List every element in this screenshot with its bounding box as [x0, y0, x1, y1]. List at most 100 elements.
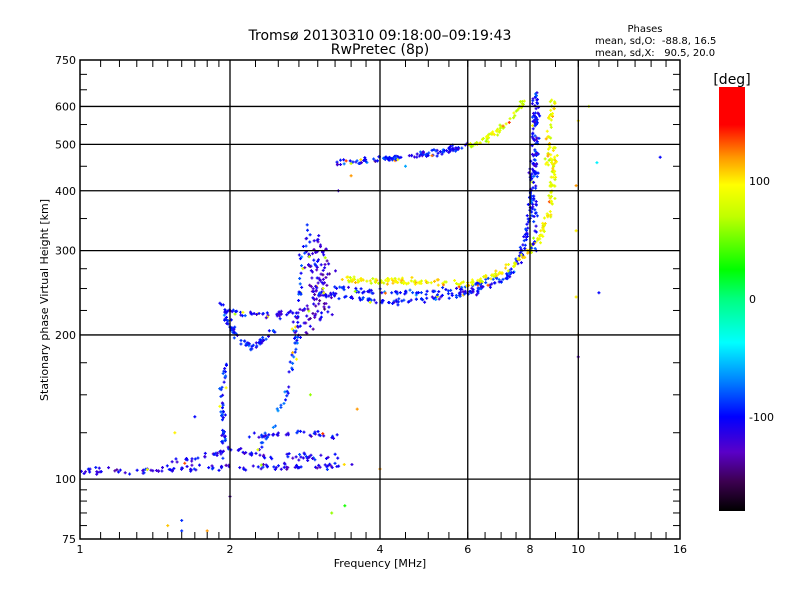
data-point — [506, 263, 510, 267]
data-point — [534, 211, 538, 215]
data-point — [313, 293, 317, 297]
data-point — [549, 199, 553, 203]
data-point — [197, 463, 201, 467]
data-point — [497, 130, 501, 134]
data-point — [263, 431, 267, 435]
data-point — [222, 313, 226, 317]
data-point — [332, 436, 336, 440]
data-point — [285, 313, 289, 317]
data-point — [476, 287, 480, 291]
data-point — [409, 279, 413, 283]
data-point — [313, 298, 316, 302]
data-point — [343, 504, 347, 508]
data-point — [311, 456, 315, 460]
data-point — [342, 162, 346, 166]
data-point — [220, 414, 224, 418]
data-point — [446, 292, 450, 296]
data-point — [311, 296, 315, 300]
data-point — [319, 315, 323, 319]
data-point — [534, 170, 538, 174]
colorbar — [719, 87, 745, 511]
data-point — [548, 114, 552, 118]
data-point — [457, 285, 461, 289]
data-point — [265, 311, 269, 315]
data-point — [242, 467, 246, 471]
data-point — [355, 159, 359, 163]
data-point — [297, 253, 301, 257]
data-point — [553, 100, 557, 104]
data-point — [387, 278, 391, 282]
data-point — [353, 281, 357, 285]
data-point — [494, 129, 498, 133]
data-point — [223, 310, 227, 314]
data-point — [142, 471, 146, 475]
data-point — [360, 297, 364, 301]
data-point — [278, 317, 282, 321]
data-point — [203, 454, 207, 458]
data-point — [348, 159, 352, 163]
data-point — [574, 229, 578, 233]
data-point — [315, 466, 319, 470]
data-point — [264, 316, 268, 320]
data-point — [308, 317, 312, 321]
data-point — [308, 283, 312, 287]
y-tick-label: 75 — [62, 533, 76, 546]
data-point — [256, 465, 260, 469]
data-point — [291, 361, 295, 365]
data-point — [314, 465, 318, 469]
data-point — [480, 280, 484, 284]
data-point — [550, 112, 554, 116]
data-point — [277, 314, 281, 318]
data-point — [221, 406, 225, 410]
data-point — [277, 310, 281, 314]
data-point — [161, 466, 165, 470]
data-point — [534, 200, 538, 204]
data-point — [107, 466, 111, 470]
data-point — [490, 282, 494, 286]
data-point — [315, 265, 319, 269]
y-axis-label: Stationary phase Virtual Height [km] — [38, 199, 51, 401]
data-point — [266, 435, 270, 439]
data-point — [548, 135, 552, 139]
data-point — [293, 465, 297, 469]
data-point — [261, 335, 265, 339]
x-tick-label: 6 — [464, 543, 471, 556]
data-point — [372, 157, 376, 161]
data-point — [276, 464, 280, 468]
data-point — [260, 433, 264, 437]
data-point — [534, 115, 538, 119]
data-point — [391, 281, 395, 285]
data-point — [303, 452, 307, 456]
data-point — [658, 155, 662, 159]
data-point — [501, 124, 505, 128]
data-point — [293, 331, 297, 335]
data-point — [463, 289, 467, 293]
data-point — [327, 262, 331, 266]
data-point — [513, 262, 517, 266]
data-point — [532, 236, 536, 240]
data-point — [504, 266, 508, 270]
data-point — [485, 137, 489, 141]
data-point — [491, 273, 495, 277]
data-point — [530, 214, 534, 218]
data-point — [469, 144, 473, 148]
chart-subtitle: RwPretec (8p) — [331, 42, 429, 58]
data-point — [320, 311, 324, 315]
data-point — [333, 294, 337, 298]
data-point — [470, 278, 474, 282]
data-point — [285, 394, 289, 398]
data-point — [436, 151, 440, 155]
data-point — [291, 351, 295, 355]
data-point — [433, 289, 437, 293]
data-point — [267, 329, 271, 333]
data-point — [311, 311, 315, 315]
data-point — [524, 227, 528, 231]
data-point — [382, 281, 386, 285]
data-point — [383, 157, 387, 161]
data-point — [216, 451, 220, 455]
data-point — [387, 301, 391, 305]
data-point — [463, 292, 467, 296]
data-point — [301, 244, 305, 248]
data-point — [359, 158, 363, 162]
